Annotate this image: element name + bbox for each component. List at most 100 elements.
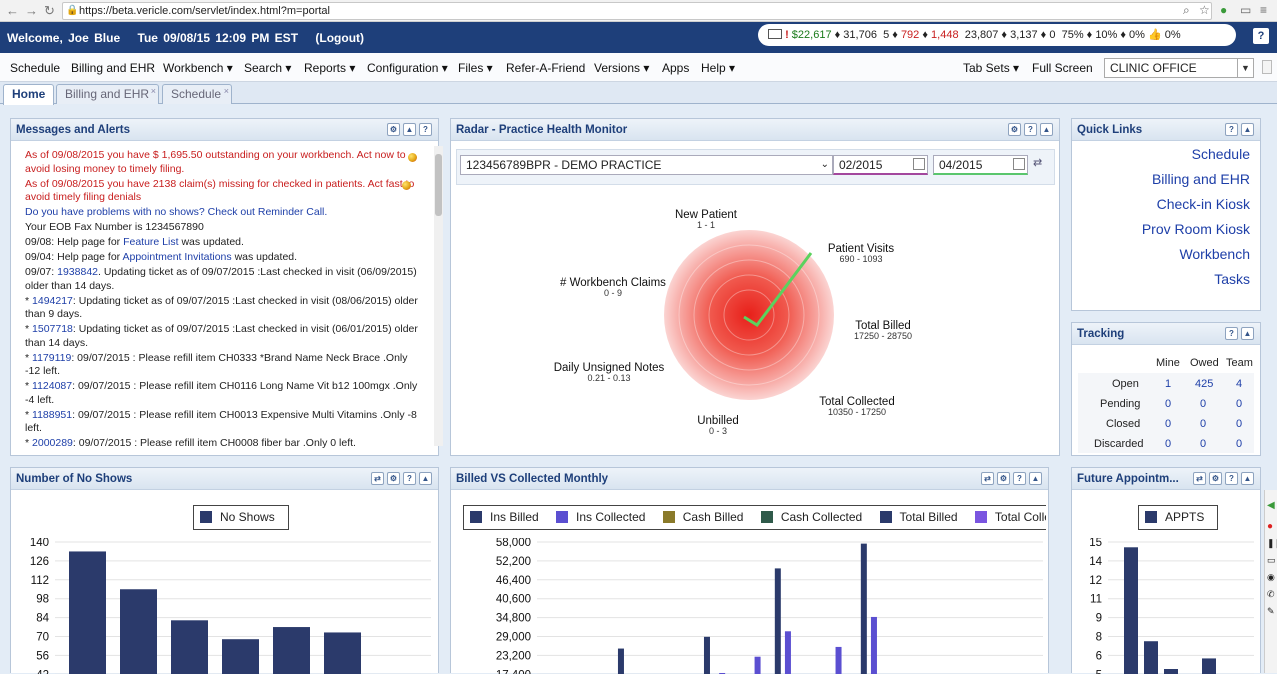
menu-billing-ehr[interactable]: Billing and EHR <box>71 61 156 75</box>
refresh-icon[interactable]: ⇄ <box>371 472 384 485</box>
refresh-icon[interactable]: ⇄ <box>1193 472 1206 485</box>
mail-icon[interactable] <box>768 29 782 39</box>
menu-tab-sets[interactable]: Tab Sets ▾ <box>963 61 1020 75</box>
tracking-cell[interactable]: 0 <box>1165 418 1172 430</box>
menu-versions[interactable]: Versions ▾ <box>594 61 650 75</box>
help-icon[interactable]: ? <box>403 472 416 485</box>
quick-link-billing-ehr[interactable]: Billing and EHR <box>1151 171 1250 187</box>
collapse-icon[interactable]: ▲ <box>1029 472 1042 485</box>
back-icon[interactable]: ← <box>6 3 19 18</box>
menu-schedule[interactable]: Schedule <box>10 61 61 75</box>
help-icon[interactable]: ? <box>1013 472 1026 485</box>
ticket-link[interactable]: 1494217 <box>32 294 73 307</box>
menu-help[interactable]: Help ▾ <box>701 61 736 75</box>
ticket-link[interactable]: 1938842 <box>57 266 99 278</box>
ticket-link[interactable]: 1188951 <box>32 408 73 421</box>
tracking-cell[interactable]: 0 <box>1165 438 1172 450</box>
extension-icon[interactable]: ● <box>1220 3 1228 17</box>
tab-home[interactable]: Home <box>3 84 55 105</box>
help-icon[interactable]: ? <box>419 123 432 136</box>
help-button[interactable]: ? <box>1253 28 1269 44</box>
clinic-select[interactable]: CLINIC OFFICE ▼ <box>1104 58 1254 78</box>
ticket-link[interactable]: 1124087 <box>32 380 73 392</box>
message-link[interactable]: Feature List <box>123 236 179 248</box>
reminder-link[interactable]: Do you have problems with no shows? Chec… <box>25 206 328 218</box>
settings-icon[interactable]: ⚙ <box>1209 472 1222 485</box>
settings-icon[interactable]: ⚙ <box>387 123 400 136</box>
calendar-icon[interactable] <box>1013 158 1025 170</box>
message-link[interactable]: Appointment Invitations <box>122 251 232 263</box>
menu-workbench[interactable]: Workbench ▾ <box>163 61 233 75</box>
tracking-cell[interactable]: 0 <box>1200 418 1207 430</box>
tracking-cell[interactable]: 0 <box>1200 438 1207 450</box>
ticket-link[interactable]: 1179119 <box>32 351 72 364</box>
refresh-icon[interactable]: ⇄ <box>1033 157 1043 169</box>
collapse-icon[interactable]: ▲ <box>1241 472 1254 485</box>
ticket-link[interactable]: 1507718 <box>32 323 73 335</box>
tracking-cell[interactable]: 4 <box>1236 378 1243 390</box>
zoom-icon[interactable]: ⌕ <box>1183 3 1190 17</box>
menu-apps[interactable]: Apps <box>662 61 690 75</box>
menu-scroll[interactable] <box>1262 60 1272 74</box>
calendar-icon[interactable] <box>913 158 925 170</box>
tracking-cell[interactable]: 425 <box>1195 378 1214 390</box>
address-bar[interactable]: 🔒 https://beta.vericle.com/servlet/index… <box>62 2 1212 20</box>
quick-link-workbench[interactable]: Workbench <box>1179 246 1250 262</box>
pen-icon[interactable]: ✎ <box>1267 606 1275 616</box>
pause-icon[interactable]: ❚❚ <box>1267 538 1277 548</box>
refresh-icon[interactable]: ⇄ <box>981 472 994 485</box>
alert-message[interactable]: As of 09/08/2015 you have $ 1,695.50 out… <box>25 149 406 175</box>
tracking-cell[interactable]: 0 <box>1165 398 1172 410</box>
from-date-field[interactable]: 02/2015 <box>833 155 928 175</box>
collapse-icon[interactable]: ▲ <box>1241 123 1254 136</box>
close-icon[interactable]: × <box>223 86 229 96</box>
phone-icon[interactable]: ✆ <box>1267 589 1275 599</box>
menu-reports[interactable]: Reports ▾ <box>304 61 356 75</box>
help-icon[interactable]: ? <box>1024 123 1037 136</box>
camera-icon[interactable]: ◉ <box>1267 572 1275 582</box>
tracking-cell[interactable]: 0 <box>1236 418 1243 430</box>
to-date-field[interactable]: 04/2015 <box>933 155 1028 175</box>
messages-scrollbar[interactable] <box>434 146 443 446</box>
tracking-cell[interactable]: 0 <box>1236 398 1243 410</box>
settings-icon[interactable]: ⚙ <box>387 472 400 485</box>
collapse-icon[interactable]: ▲ <box>419 472 432 485</box>
tab-billing-ehr[interactable]: Billing and EHR × <box>56 84 159 104</box>
quick-link-check-in-kiosk[interactable]: Check-in Kiosk <box>1156 196 1250 212</box>
settings-icon[interactable]: ⚙ <box>1008 123 1021 136</box>
star-icon[interactable]: ☆ <box>1199 3 1210 17</box>
menu-refer-a-friend[interactable]: Refer-A-Friend <box>506 61 586 75</box>
forward-icon[interactable]: → <box>25 3 38 18</box>
tracking-cell[interactable]: 1 <box>1165 378 1172 390</box>
tracking-cell[interactable]: 0 <box>1200 398 1207 410</box>
full-screen-link[interactable]: Full Screen <box>1032 61 1093 75</box>
collapse-icon[interactable]: ▲ <box>1040 123 1053 136</box>
ticket-link[interactable]: 2000289 <box>32 437 73 449</box>
menu-search[interactable]: Search ▾ <box>244 61 292 75</box>
menu-files[interactable]: Files ▾ <box>458 61 493 75</box>
logout-link[interactable]: (Logout) <box>315 31 365 45</box>
cast-icon[interactable]: ▭ <box>1240 3 1252 17</box>
arrow-icon[interactable]: ◀ <box>1267 500 1275 511</box>
menu-configuration[interactable]: Configuration ▾ <box>367 61 448 75</box>
collapse-icon[interactable]: ▲ <box>403 123 416 136</box>
practice-select[interactable]: 123456789BPR - DEMO PRACTICE ⌄ <box>460 155 833 175</box>
quick-link-prov-room-kiosk[interactable]: Prov Room Kiosk <box>1141 221 1250 237</box>
reload-icon[interactable]: ↻ <box>44 3 55 18</box>
chevron-down-icon[interactable]: ⌄ <box>820 159 829 170</box>
record-icon[interactable]: ● <box>1267 521 1274 532</box>
collapse-icon[interactable]: ▲ <box>1241 327 1254 340</box>
menu-icon[interactable]: ≡ <box>1260 3 1268 17</box>
window-icon[interactable]: ▭ <box>1267 555 1276 565</box>
quick-link-schedule[interactable]: Schedule <box>1191 146 1250 162</box>
help-icon[interactable]: ? <box>1225 327 1238 340</box>
alert-message[interactable]: As of 09/08/2015 you have 2138 claim(s) … <box>25 177 415 204</box>
quick-link-tasks[interactable]: Tasks <box>1214 271 1250 287</box>
chevron-down-icon[interactable]: ▼ <box>1237 59 1253 77</box>
scroll-thumb[interactable] <box>435 154 442 216</box>
help-icon[interactable]: ? <box>1225 472 1238 485</box>
help-icon[interactable]: ? <box>1225 123 1238 136</box>
tracking-cell[interactable]: 0 <box>1236 438 1243 450</box>
tab-schedule[interactable]: Schedule × <box>162 84 232 104</box>
close-icon[interactable]: × <box>150 86 156 96</box>
